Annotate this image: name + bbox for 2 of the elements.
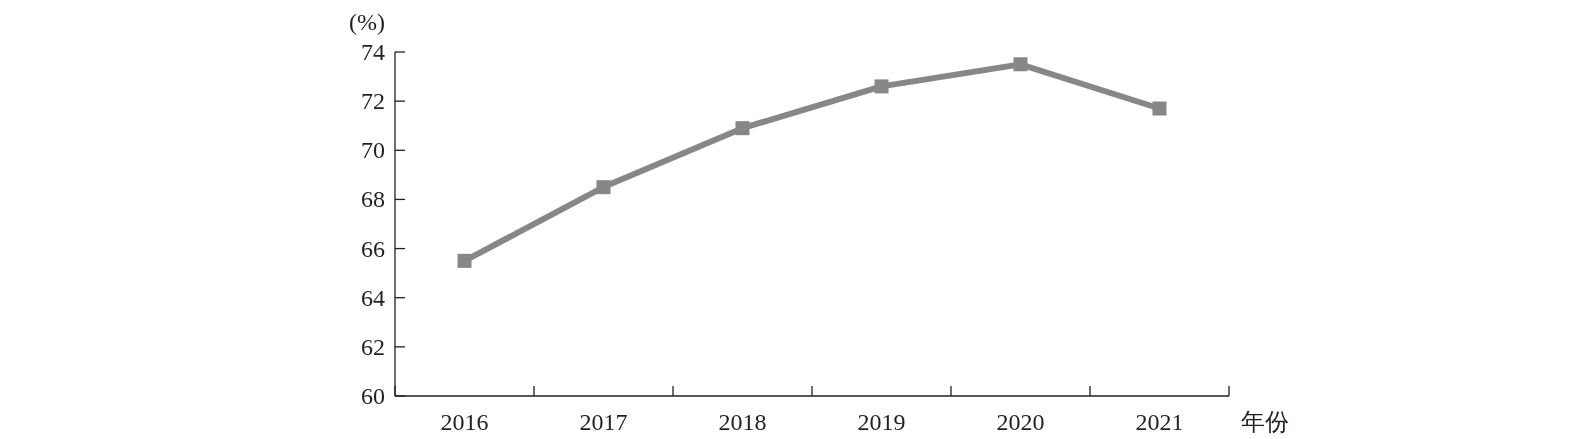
xlabel: 年份 <box>1241 409 1289 435</box>
ylabel: (%) <box>349 9 385 35</box>
